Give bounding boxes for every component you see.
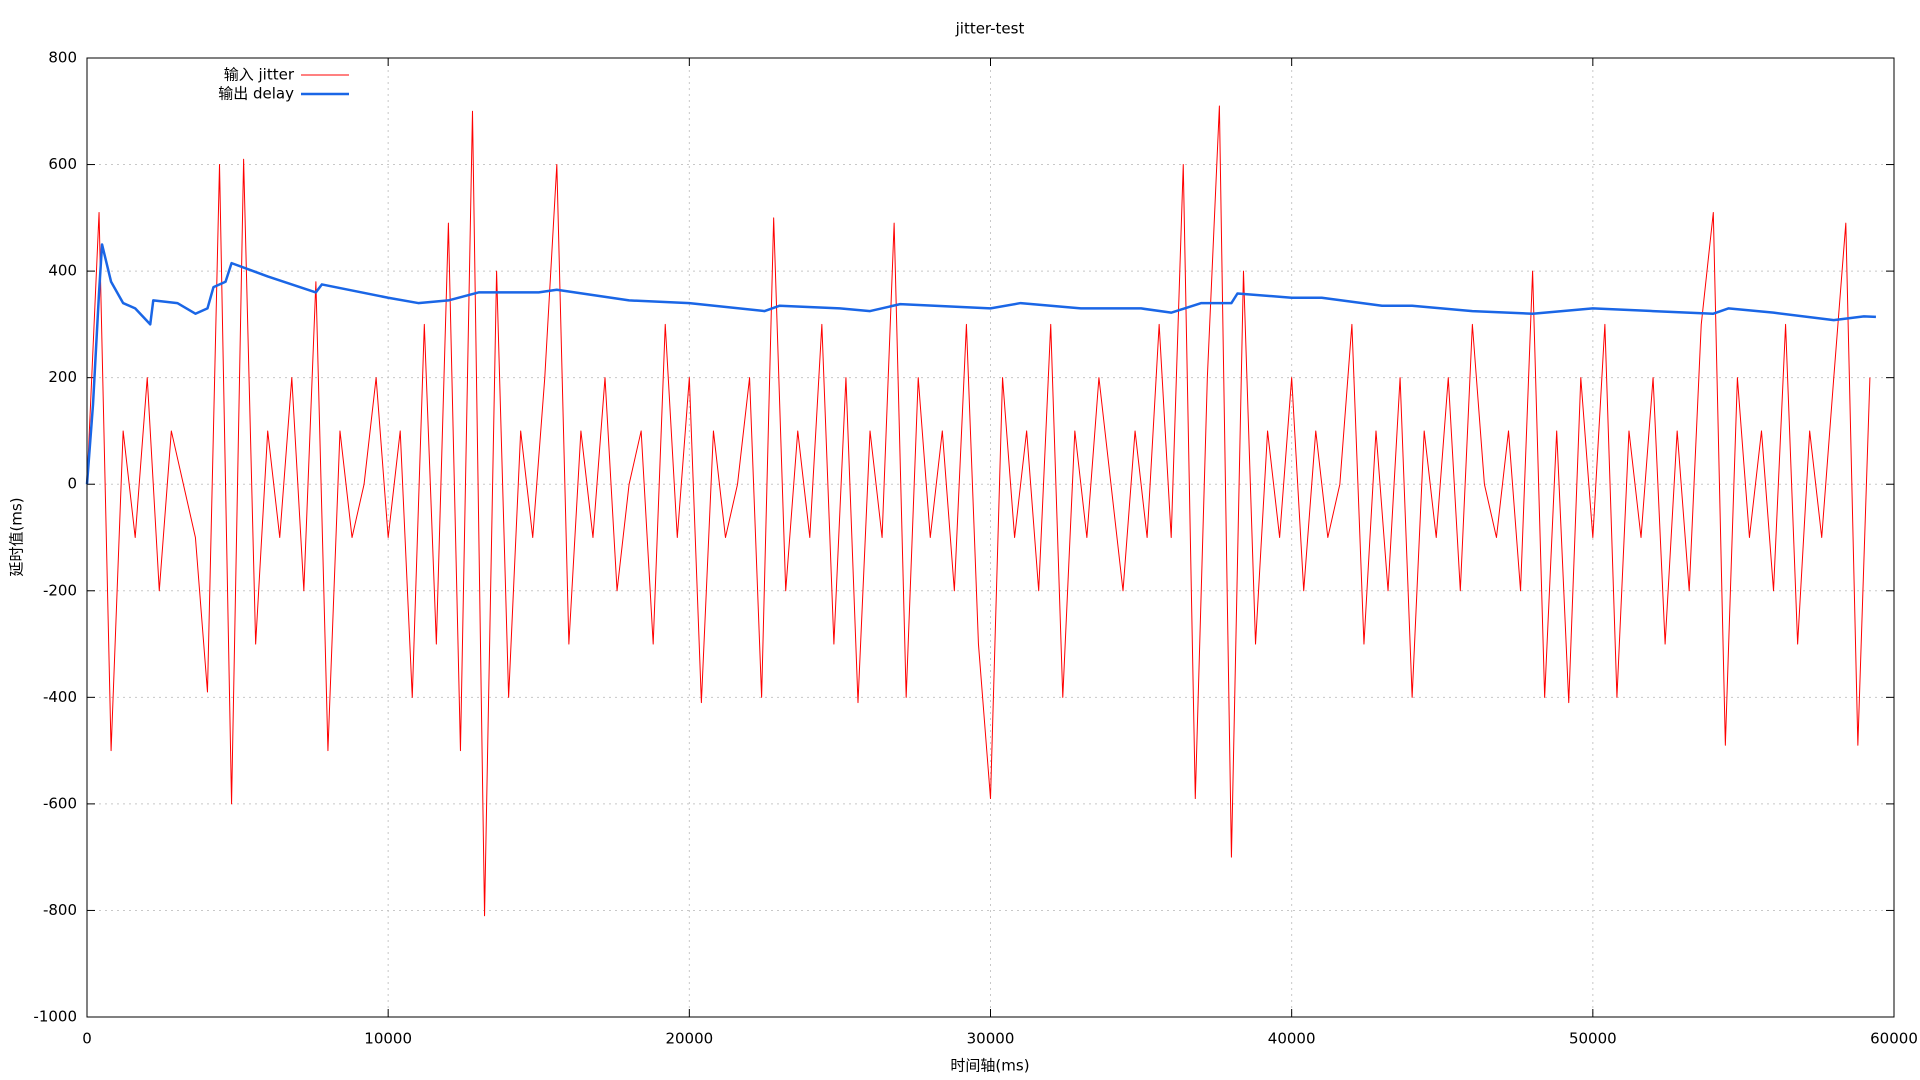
x-tick-label: 60000 xyxy=(1870,1030,1918,1048)
legend-label: 输入 jitter xyxy=(224,66,295,84)
y-axis-label: 延时值(ms) xyxy=(8,497,26,576)
plot-border xyxy=(86,57,1895,1018)
x-tick-label: 10000 xyxy=(364,1030,412,1048)
y-tick-label: -800 xyxy=(43,901,77,919)
y-tick-label: 800 xyxy=(48,49,77,67)
y-tick-label: 0 xyxy=(67,475,77,493)
y-tick-label: -200 xyxy=(43,581,77,599)
y-tick-label: -400 xyxy=(43,688,77,706)
x-axis-label: 时间轴(ms) xyxy=(950,1057,1029,1075)
x-tick-label: 0 xyxy=(82,1030,92,1048)
series-line xyxy=(85,243,1876,485)
y-tick-label: -600 xyxy=(43,794,77,812)
y-tick-label: 200 xyxy=(48,368,77,386)
y-tick-label: 600 xyxy=(48,155,77,173)
x-tick-label: 30000 xyxy=(967,1030,1015,1048)
y-tick-label: 400 xyxy=(48,262,77,280)
x-tick-label: 40000 xyxy=(1268,1030,1316,1048)
x-tick-label: 50000 xyxy=(1569,1030,1617,1048)
chart-title: jitter-test xyxy=(955,20,1025,38)
legend-label: 输出 delay xyxy=(218,85,294,103)
x-tick-label: 20000 xyxy=(665,1030,713,1048)
y-tick-label: -1000 xyxy=(33,1008,77,1026)
series-line xyxy=(86,105,1871,917)
